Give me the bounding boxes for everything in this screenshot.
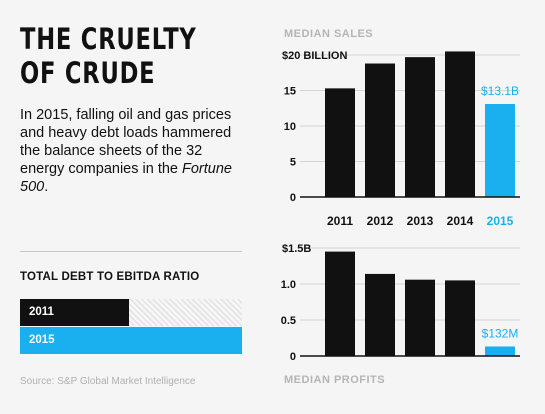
sales-tick-label: 5: [290, 157, 296, 169]
ratio-bar-fill: [20, 299, 129, 326]
description-italic: Fortune 500: [20, 161, 232, 195]
profits-bar: [485, 346, 515, 356]
sales-data-label: $13.1B: [481, 84, 519, 98]
title-line-1: THE CRUELTY: [20, 22, 197, 56]
sales-tick-label: 0: [290, 192, 296, 204]
ratio-bar-label: 2011: [29, 306, 54, 318]
title-line-2: OF CRUDE: [20, 56, 156, 90]
profits-data-label: $132M: [482, 326, 519, 340]
profits-tick-label: 0: [290, 351, 296, 363]
sales-bar: [325, 88, 355, 197]
sales-bar: [405, 57, 435, 197]
source-note: Source: S&P Global Market Intelligence: [20, 376, 196, 387]
profits-tick-label: 0.5: [281, 315, 296, 327]
profits-bar: [325, 251, 355, 356]
sales-tick-label: 15: [284, 86, 296, 98]
sales-tick-label: $20 BILLION: [282, 50, 347, 62]
profits-bar: [405, 279, 435, 356]
ratio-bar-fill: [20, 327, 242, 354]
sales-category-label: 2011: [327, 214, 353, 228]
ratio-bar-2011: 2011: [20, 299, 242, 326]
ratio-bar-label: 2015: [29, 334, 55, 346]
sales-bar: [445, 51, 475, 198]
sales-bar: [365, 63, 395, 197]
profits-bar: [445, 280, 475, 356]
profits-tick-label: 1.0: [281, 279, 296, 291]
sales-category-label: 2013: [407, 214, 434, 228]
sales-category-label: 2015: [487, 214, 514, 228]
sales-bar: [485, 103, 515, 197]
ratio-bar-2015: 2015: [20, 327, 242, 354]
sales-category-label: 2014: [447, 214, 474, 228]
page-title: THE CRUELTY OF CRUDE: [20, 22, 197, 90]
description-text: In 2015, falling oil and gas prices and …: [20, 107, 232, 177]
sales-category-label: 2012: [367, 214, 394, 228]
profits-chart-title: MEDIAN PROFITS: [284, 374, 386, 386]
description-end: .: [44, 179, 49, 195]
description: In 2015, falling oil and gas prices and …: [20, 106, 250, 196]
profits-tick-label: $1.5B: [282, 243, 311, 255]
sales-tick-label: 10: [284, 121, 296, 133]
divider: [20, 251, 242, 252]
ratio-chart-title: TOTAL DEBT TO EBITDA RATIO: [20, 271, 200, 283]
profits-bar: [365, 273, 395, 356]
sales-chart-title: MEDIAN SALES: [284, 28, 374, 40]
